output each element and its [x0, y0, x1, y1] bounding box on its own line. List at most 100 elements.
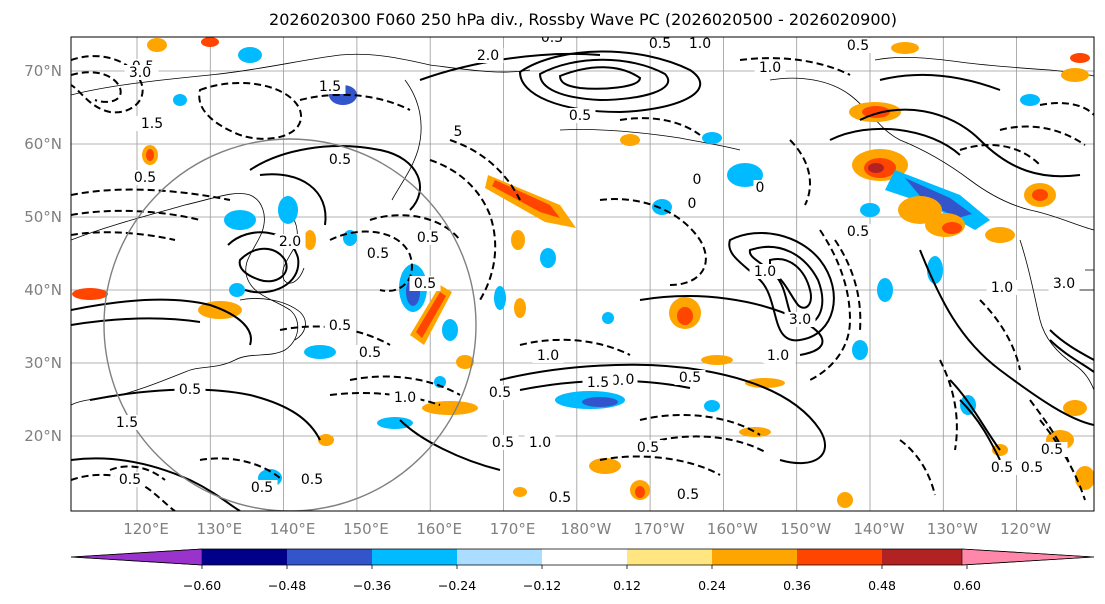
contour-label: 0.5 — [991, 460, 1013, 476]
contour-label-bg — [1036, 442, 1068, 457]
colorbar-tick-labels: −0.60 −0.48 −0.36 −0.24 −0.12 0.12 0.24 0.36 0.4… — [183, 565, 981, 593]
latitude-label: 20°N — [24, 427, 62, 445]
contour-label-bg — [754, 60, 786, 75]
contour-label-bg — [389, 390, 421, 405]
contour-label: 1.0 — [529, 435, 551, 451]
contour-label: 1.0 — [394, 390, 416, 406]
contour-label-bg — [412, 230, 444, 245]
contour-label-bg — [753, 180, 767, 195]
contour-label: 0.5 — [359, 345, 381, 361]
contour-label-bg — [136, 116, 168, 131]
graticule — [71, 37, 1094, 511]
latitude-label: 30°N — [24, 354, 62, 372]
colorbar-tick-label: 0.60 — [953, 578, 981, 593]
contour-label: 3.0 — [129, 65, 151, 81]
contour-label-bg — [784, 312, 816, 327]
longitude-label: 120°E — [123, 520, 169, 538]
colorbar-extend-low — [70, 548, 203, 566]
contour-label: 1.0 — [759, 60, 781, 76]
rossby-wave-contours-solid — [71, 50, 1094, 511]
contour-labels: 0.5 3.0 0.5 1.0 0.5 2.0 1.0 0.5 1.5 0.5 5 1.5 0 0.5 0.… — [111, 30, 1080, 506]
contour-label-bg — [582, 375, 614, 390]
contour-label-bg — [484, 385, 516, 400]
contour-label-bg — [114, 472, 146, 487]
colorbar-segment — [712, 549, 797, 565]
contour-label: 0.5 — [492, 435, 514, 451]
longitude-label: 140°W — [854, 520, 905, 538]
contour-label-bg — [324, 318, 356, 333]
contour-label: 0.5 — [417, 230, 439, 246]
contour-label-bg — [749, 264, 781, 279]
contour-label: 0.5 — [637, 440, 659, 456]
contour-label: 0.5 — [134, 170, 156, 186]
contour-label-bg — [762, 348, 794, 363]
contour-label: 1.0 — [767, 348, 789, 364]
latitude-label: 70°N — [24, 62, 62, 80]
latitude-label: 40°N — [24, 281, 62, 299]
longitude-label: 150°W — [780, 520, 831, 538]
map-content: 0.5 3.0 0.5 1.0 0.5 2.0 1.0 0.5 1.5 0.5 5 1.5 0 0.5 0.… — [71, 30, 1094, 511]
contour-label-bg — [644, 37, 676, 51]
contour-label: 1.0 — [689, 36, 711, 52]
colorbar-segment — [797, 549, 882, 565]
contour-label-bg — [690, 172, 704, 187]
contour-label: 3.0 — [789, 312, 811, 328]
colorbar-extend-high — [961, 548, 1095, 566]
longitude-label: 170°W — [634, 520, 685, 538]
longitude-label: 140°E — [270, 520, 316, 538]
coastlines — [71, 53, 1094, 406]
contour-label-bg — [274, 234, 306, 249]
contour-label-bg — [842, 224, 874, 239]
longitude-label: 150°E — [343, 520, 389, 538]
divergence-fill — [72, 37, 1094, 508]
contour-label-bg — [451, 124, 465, 139]
contour-label: 0.5 — [414, 276, 436, 292]
colorbar-segment — [287, 549, 372, 565]
colorbar-tick-label: −0.60 — [183, 578, 221, 593]
contour-label: 0.5 — [847, 224, 869, 240]
contour-label: 1.5 — [141, 116, 163, 132]
map-frame — [70, 36, 1095, 512]
contour-label-bg — [1016, 460, 1048, 475]
contour-label: 0.5 — [847, 38, 869, 54]
map-title: 2026020300 F060 250 hPa div., Rossby Wav… — [269, 10, 897, 29]
contour-label: 0.5 — [179, 382, 201, 398]
colorbar-segment — [542, 549, 627, 565]
contour-label-bg — [544, 490, 576, 505]
contour-label-bg — [536, 37, 568, 45]
contour-label: 3.0 — [1053, 276, 1075, 292]
longitude-label: 130°E — [196, 520, 242, 538]
contour-label: 0.5 — [329, 152, 351, 168]
contour-label-bg — [986, 280, 1018, 295]
contour-label-bg — [246, 480, 278, 495]
contour-label: 0.5 — [251, 480, 273, 496]
longitude-label: 120°W — [1000, 520, 1051, 538]
contour-label-bg — [674, 370, 706, 385]
colorbar-segment — [457, 549, 542, 565]
colorbar-segment — [202, 549, 287, 565]
contour-label-bg — [314, 79, 346, 94]
contour-label: 1.5 — [587, 375, 609, 391]
contour-label-bg — [296, 472, 328, 487]
contour-label-bg — [354, 345, 386, 360]
contour-label: 0 — [626, 372, 635, 388]
contour-label: 1.0 — [537, 348, 559, 364]
contour-label-bg — [472, 48, 504, 63]
contour-label: 0.5 — [1021, 460, 1043, 476]
contour-label: 0 — [688, 196, 697, 212]
contour-label: 0.5 — [367, 246, 389, 262]
contour-label: 2.0 — [279, 234, 301, 250]
contour-label: 0.5 — [541, 30, 563, 46]
colorbar-tick-label: 0.48 — [868, 578, 896, 593]
latitude-label: 60°N — [24, 135, 62, 153]
colorbar-tick-label: −0.12 — [523, 578, 561, 593]
pacific-region-circle — [103, 138, 477, 511]
longitude-label: 180°W — [560, 520, 611, 538]
colorbar-tick-label: 0.24 — [698, 578, 726, 593]
contour-label: 2.0 — [477, 48, 499, 64]
contour-label: 5 — [454, 124, 463, 140]
colorbar-segment — [627, 549, 712, 565]
contour-label: 1.0 — [991, 280, 1013, 296]
longitude-label: 170°E — [490, 520, 536, 538]
